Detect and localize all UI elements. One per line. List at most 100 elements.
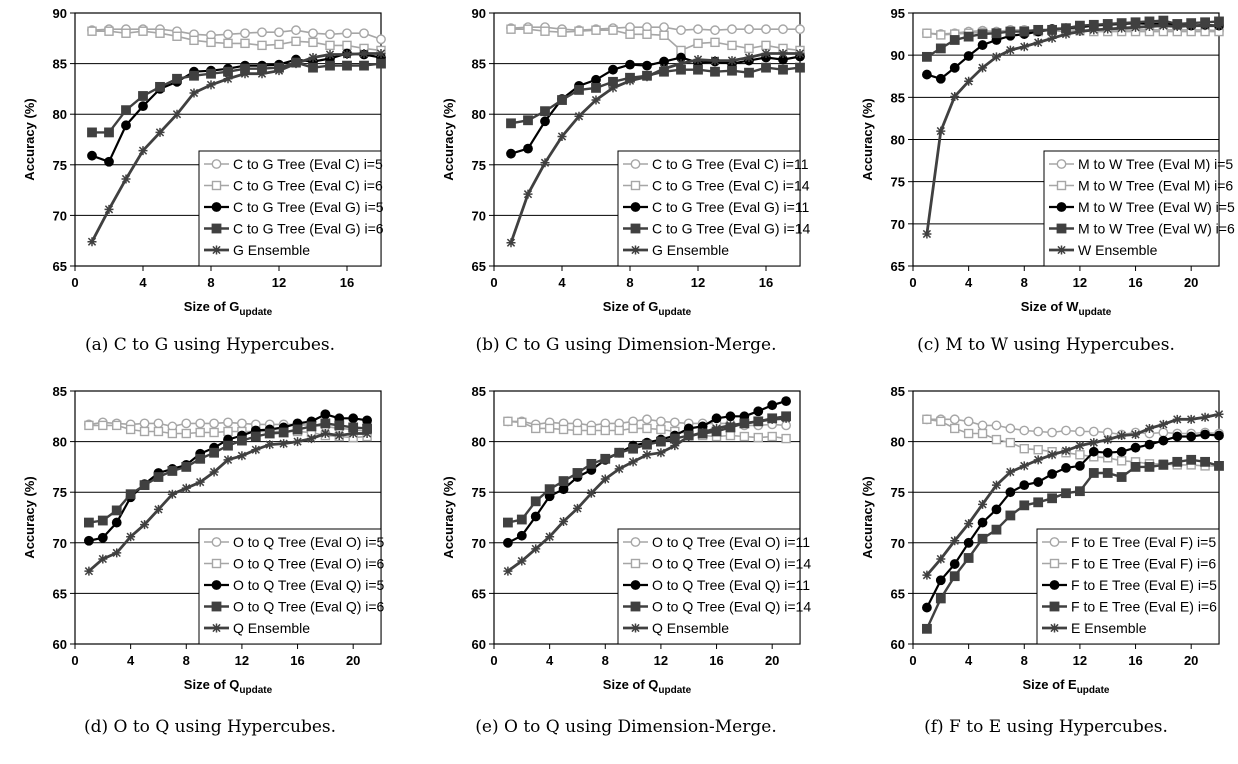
legend-marker	[1056, 159, 1067, 169]
data-point	[181, 418, 192, 429]
x-tick-label: 12	[691, 275, 705, 290]
x-tick-label: 8	[183, 653, 190, 668]
data-point	[936, 30, 946, 40]
data-point	[540, 116, 550, 127]
data-point	[87, 237, 97, 247]
data-point	[1186, 454, 1197, 465]
data-point	[1005, 45, 1015, 55]
data-point	[517, 417, 527, 428]
data-point	[963, 553, 974, 563]
data-point	[1075, 441, 1085, 451]
data-point	[1200, 412, 1210, 422]
data-point	[557, 95, 567, 105]
data-point	[189, 70, 199, 81]
y-tick-label: 75	[472, 158, 486, 173]
series-4	[922, 15, 1224, 62]
data-point	[949, 559, 960, 569]
data-point	[278, 427, 289, 438]
data-point	[1061, 463, 1071, 473]
data-point	[950, 91, 960, 101]
y-tick-label: 90	[891, 48, 905, 63]
data-point	[656, 436, 666, 447]
data-point	[506, 118, 516, 129]
data-point	[153, 418, 164, 429]
data-point	[531, 544, 541, 554]
data-point	[963, 537, 974, 548]
y-tick-label: 80	[891, 133, 905, 148]
x-tick-label: 0	[71, 653, 78, 668]
data-point	[1117, 23, 1127, 33]
x-tick-label: 12	[654, 653, 668, 668]
y-tick-label: 80	[53, 107, 67, 122]
x-axis-title: Size of Qupdate	[184, 677, 273, 696]
legend-label: F to E Tree (Eval F) i=5	[1071, 534, 1216, 550]
data-point	[1172, 21, 1182, 31]
data-point	[506, 238, 516, 248]
figure-caption: (e) O to Q using Dimension-Merge.	[475, 717, 777, 737]
y-tick-label: 70	[472, 536, 486, 551]
y-tick-label: 85	[53, 384, 67, 399]
data-point	[1144, 423, 1154, 433]
data-point	[138, 91, 148, 101]
series-line	[510, 66, 801, 125]
data-point	[1116, 446, 1127, 457]
data-point	[922, 570, 932, 580]
data-point	[669, 417, 680, 428]
y-tick-label: 75	[53, 485, 67, 500]
data-point	[342, 28, 352, 39]
data-point	[172, 31, 182, 41]
data-point	[710, 66, 720, 77]
line-chart-6: 60 65 70 75 80 85 0 4 8 12 16 20 Accuracy (%) Size of…	[860, 384, 1224, 696]
y-tick-label: 85	[472, 57, 486, 72]
legend-label: G Ensemble	[652, 242, 729, 258]
data-point	[104, 204, 114, 214]
series-line	[925, 433, 1220, 609]
y-tick-label: 70	[891, 536, 905, 551]
data-point	[727, 40, 737, 51]
data-point	[167, 466, 178, 476]
line-chart-3: 65 70 75 80 85 90 95 0 4 8 12 16 20 Accuracy (%) Size …	[860, 6, 1235, 318]
data-point	[1089, 25, 1099, 35]
data-point	[710, 56, 720, 66]
data-point	[1088, 426, 1099, 437]
data-point	[1075, 450, 1085, 460]
data-point	[1088, 446, 1099, 457]
data-point	[922, 28, 932, 38]
data-point	[753, 416, 763, 426]
y-tick-label: 65	[472, 586, 486, 601]
data-point	[334, 420, 345, 431]
data-point	[155, 81, 165, 92]
data-point	[778, 64, 788, 75]
y-tick-label: 85	[891, 90, 905, 105]
data-point	[557, 27, 567, 37]
data-point	[153, 472, 164, 482]
data-point	[727, 65, 737, 76]
x-tick-label: 20	[1184, 653, 1198, 668]
x-tick-label: 0	[490, 275, 497, 290]
data-point	[1089, 438, 1099, 448]
data-point	[1144, 462, 1155, 472]
data-point	[240, 69, 250, 79]
data-point	[1200, 429, 1210, 440]
data-point	[1214, 430, 1224, 441]
data-point	[240, 28, 250, 39]
data-point	[591, 82, 601, 93]
data-point	[600, 474, 610, 484]
legend-label: Q Ensemble	[652, 620, 729, 636]
x-tick-label: 4	[965, 653, 973, 668]
data-point	[1103, 435, 1113, 445]
x-tick-label: 4	[139, 275, 147, 290]
legend-marker	[1049, 580, 1060, 590]
data-point	[139, 418, 150, 429]
data-point	[206, 80, 216, 90]
data-point	[558, 424, 569, 435]
data-point	[950, 536, 960, 546]
data-point	[172, 109, 182, 119]
data-point	[991, 434, 1002, 445]
data-point	[608, 25, 618, 35]
data-point	[922, 229, 932, 239]
data-point	[376, 34, 386, 45]
legend-marker	[1056, 223, 1067, 234]
data-point	[1158, 21, 1168, 31]
data-point	[991, 504, 1002, 515]
